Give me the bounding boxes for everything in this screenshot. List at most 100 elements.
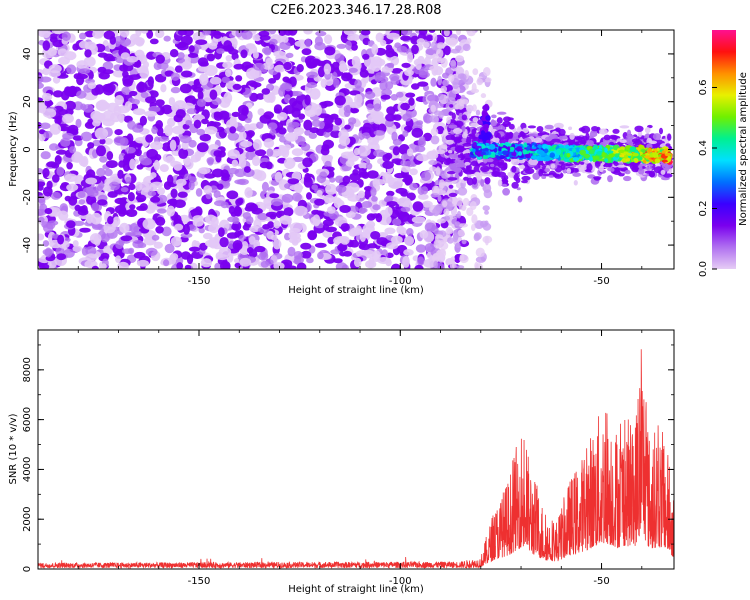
- heatmap-cell: [155, 30, 165, 39]
- heatmap-cell: [155, 216, 166, 226]
- heatmap-cell: [436, 250, 442, 257]
- heatmap-cell: [147, 190, 157, 197]
- heatmap-cell: [176, 42, 189, 51]
- heatmap-cell: [59, 137, 71, 147]
- heatmap-cell: [144, 110, 158, 117]
- heatmap-cell: [391, 68, 403, 74]
- heatmap-cell: [283, 157, 296, 170]
- heatmap-cell: [306, 82, 318, 89]
- heatmap-cell: [108, 181, 120, 191]
- heatmap-cell: [362, 53, 370, 60]
- heatmap-cell: [248, 236, 256, 245]
- heatmap-cell: [132, 108, 146, 116]
- heatmap-cell: [580, 161, 585, 165]
- heatmap-cell: [294, 40, 306, 47]
- heatmap-cell: [386, 32, 400, 40]
- heatmap-cell: [435, 149, 446, 155]
- heatmap-cell: [59, 203, 68, 213]
- heatmap-cell: [235, 198, 243, 206]
- heatmap-cell: [97, 199, 108, 206]
- heatmap-cell: [565, 163, 571, 167]
- heatmap-cell: [296, 64, 304, 73]
- heatmap-cell: [445, 139, 454, 145]
- heatmap-cell: [283, 140, 292, 146]
- heatmap-cell: [415, 120, 424, 126]
- heatmap-cell: [339, 205, 351, 213]
- heatmap-cell: [441, 173, 448, 179]
- heatmap-cell: [59, 126, 70, 132]
- heatmap-cell: [379, 76, 389, 83]
- heatmap-cell: [293, 205, 308, 217]
- heatmap-cell: [153, 241, 163, 249]
- heatmap-cell: [384, 206, 393, 217]
- heatmap-cell: [443, 30, 450, 37]
- heatmap-cell: [73, 220, 85, 226]
- heatmap-cell: [433, 239, 442, 249]
- heatmap-cell: [47, 220, 59, 226]
- heatmap-cell: [173, 161, 183, 171]
- heatmap-cell: [416, 38, 426, 46]
- heatmap-cell: [545, 136, 552, 142]
- heatmap-cell: [136, 82, 148, 93]
- heatmap-cell: [242, 212, 252, 220]
- heatmap-cell: [52, 174, 60, 183]
- heatmap-cell: [225, 55, 233, 62]
- heatmap-cell: [381, 88, 393, 97]
- heatmap-cell: [79, 32, 87, 40]
- heatmap-cell: [424, 222, 436, 232]
- heatmap-cell: [415, 244, 427, 253]
- heatmap-cell: [207, 158, 214, 166]
- heatmap-cell: [247, 247, 254, 254]
- heatmap-cell: [155, 54, 165, 64]
- heatmap-cell: [273, 220, 281, 229]
- heatmap-cell: [361, 201, 373, 208]
- heatmap-cell: [263, 138, 275, 149]
- heatmap-cell: [120, 187, 129, 193]
- heatmap-cell: [456, 265, 465, 269]
- heatmap-cell: [261, 181, 269, 192]
- heatmap-cell: [100, 233, 110, 243]
- heatmap-cell: [231, 159, 239, 167]
- heatmap-cell: [260, 249, 267, 260]
- heatmap-cell: [528, 133, 538, 137]
- heatmap-cell: [169, 49, 179, 58]
- heatmap-cell: [38, 97, 44, 103]
- heatmap-cell: [170, 253, 179, 261]
- heatmap-cell: [466, 207, 474, 216]
- heatmap-cell: [235, 75, 243, 82]
- heatmap-cell: [314, 198, 325, 206]
- heatmap-cell: [457, 147, 467, 151]
- heatmap-cell: [218, 110, 230, 120]
- heatmap-cell: [102, 83, 113, 92]
- heatmap-cell: [188, 246, 201, 252]
- heatmap-cell: [400, 206, 411, 212]
- heatmap-cell: [462, 197, 470, 207]
- heatmap-cell: [66, 64, 77, 75]
- heatmap-cell: [334, 53, 345, 63]
- heatmap-cell: [480, 130, 486, 136]
- heatmap-cell: [314, 104, 323, 116]
- heatmap-cell: [244, 123, 251, 130]
- heatmap-cell: [411, 127, 424, 138]
- heatmap-cell: [659, 127, 663, 135]
- heatmap-cell: [150, 181, 163, 188]
- heatmap-cell: [201, 118, 209, 125]
- heatmap-cell: [252, 139, 262, 151]
- heatmap-cell: [300, 242, 312, 250]
- heatmap-cell: [270, 234, 278, 241]
- heatmap-cell: [155, 226, 164, 234]
- heatmap-cell: [292, 90, 303, 97]
- heatmap-cell: [129, 223, 139, 233]
- heatmap-cell: [174, 223, 184, 231]
- heatmap-cell: [336, 43, 347, 49]
- heatmap-cell: [414, 145, 426, 153]
- heatmap-cell: [396, 91, 404, 98]
- heatmap-cell: [414, 264, 424, 269]
- heatmap-cell: [292, 156, 304, 163]
- heatmap-cell: [61, 31, 71, 41]
- heatmap-cell: [453, 167, 462, 174]
- heatmap-cell: [233, 206, 243, 217]
- heatmap-cell: [177, 191, 188, 198]
- heatmap-cell: [166, 205, 176, 217]
- heatmap-cell: [335, 175, 344, 184]
